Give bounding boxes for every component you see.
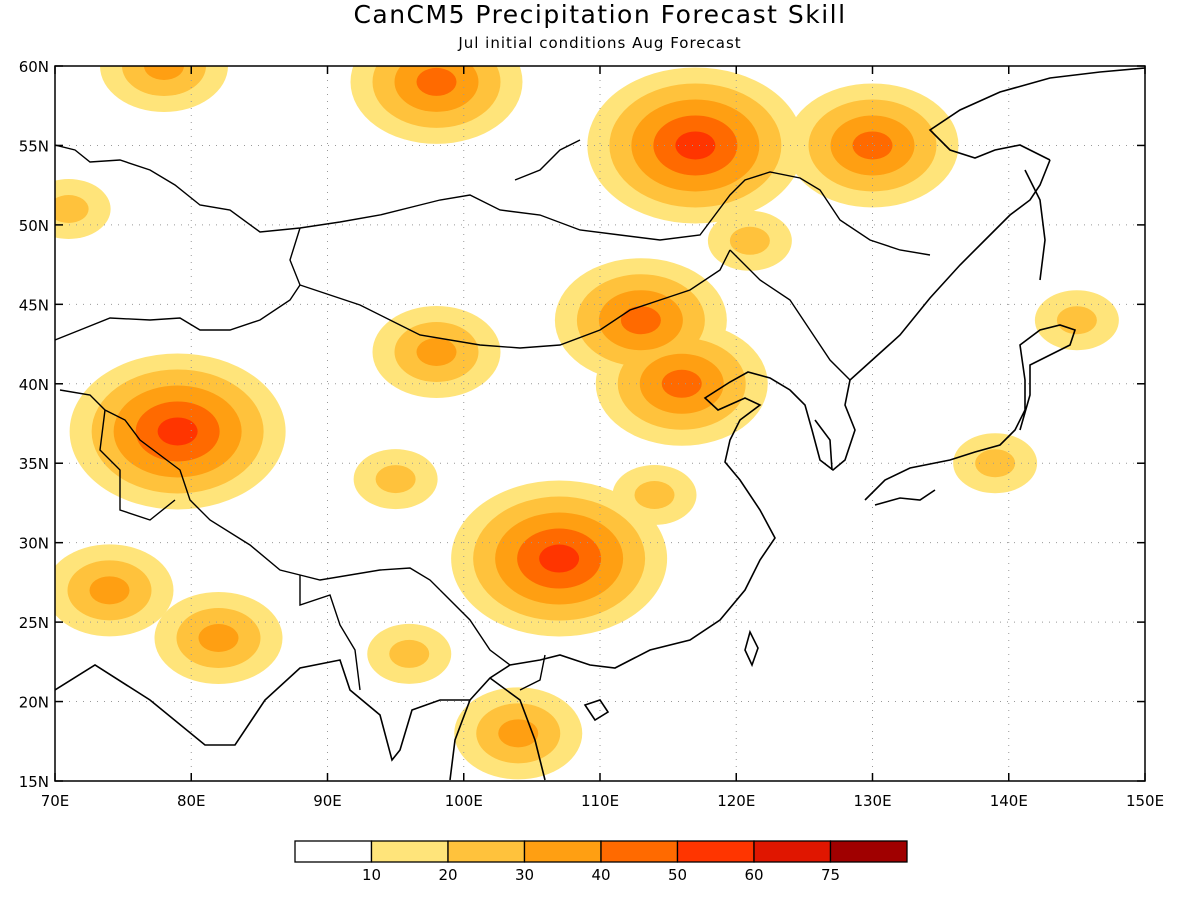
- skill-contour-20: [1056, 306, 1097, 335]
- colorbar-swatch: [523, 840, 602, 863]
- lat-tick-label: 20N: [19, 694, 49, 712]
- colorbar-label: 20: [438, 866, 457, 884]
- colorbar-label: 30: [515, 866, 534, 884]
- skill-contour-20: [634, 481, 675, 509]
- skill-contour-20: [122, 66, 206, 96]
- lon-tick-label: 120E: [717, 792, 755, 810]
- lon-tick-label: 150E: [1126, 792, 1164, 810]
- skill-contour-50: [675, 131, 716, 160]
- lat-tick-label: 50N: [19, 217, 49, 235]
- lat-tick-label: 60N: [19, 58, 49, 76]
- skill-contour-30: [144, 66, 184, 80]
- colorbar-swatch: [676, 840, 755, 863]
- lon-tick-label: 110E: [581, 792, 619, 810]
- colorbar: [294, 840, 908, 863]
- skill-contour-40: [416, 67, 457, 96]
- skill-contour-30: [89, 576, 130, 605]
- colorbar-label: 40: [591, 866, 610, 884]
- axis-ticks: [54, 65, 1146, 782]
- lon-tick-label: 130E: [853, 792, 891, 810]
- lon-tick-labels: 70E 80E 90E 100E 110E 120E 130E 140E 150E: [41, 792, 1164, 810]
- skill-contour-30: [416, 338, 457, 366]
- skill-contour-20: [375, 465, 416, 494]
- colorbar-swatch: [370, 840, 449, 863]
- skill-contour-20: [55, 195, 89, 223]
- colorbar-swatch: [447, 840, 526, 863]
- skill-contour-40: [852, 131, 893, 160]
- colorbar-swatch: [753, 840, 832, 863]
- skill-contour-40: [620, 306, 661, 335]
- chart-subtitle: Jul initial conditions Aug Forecast: [458, 34, 742, 52]
- lat-tick-label: 35N: [19, 455, 49, 473]
- skill-contour-30: [198, 624, 239, 652]
- skill-contour-30: [498, 719, 539, 748]
- lat-tick-labels: 15N 20N 25N 30N 35N 40N 45N 50N 55N 60N: [19, 58, 49, 791]
- lon-tick-label: 70E: [41, 792, 70, 810]
- lon-tick-label: 80E: [177, 792, 206, 810]
- skill-contour-40: [661, 369, 702, 398]
- skill-shading: [55, 66, 1119, 780]
- colorbar-label: 50: [668, 866, 687, 884]
- lon-tick-label: 90E: [313, 792, 342, 810]
- lat-tick-label: 15N: [19, 773, 49, 791]
- coastlines: [55, 67, 1145, 781]
- lat-tick-label: 25N: [19, 614, 49, 632]
- skill-contour-50: [539, 544, 580, 573]
- skill-contour-20: [975, 449, 1016, 478]
- lat-tick-label: 45N: [19, 296, 49, 314]
- lat-tick-label: 30N: [19, 535, 49, 553]
- country-borders: [55, 139, 931, 691]
- colorbar-swatch: [294, 840, 373, 863]
- skill-contour-20: [729, 226, 770, 255]
- colorbar-label: 75: [821, 866, 840, 884]
- lat-tick-label: 55N: [19, 137, 49, 155]
- lon-tick-label: 140E: [990, 792, 1028, 810]
- skill-contour-20: [389, 639, 430, 668]
- colorbar-labels: 10 20 30 40 50 60 75: [362, 866, 840, 884]
- gridlines: [55, 66, 1145, 781]
- skill-contour-50: [157, 417, 198, 446]
- colorbar-swatch: [829, 840, 908, 863]
- chart-title: CanCM5 Precipitation Forecast Skill: [353, 0, 847, 29]
- lat-tick-label: 40N: [19, 376, 49, 394]
- lon-tick-label: 100E: [445, 792, 483, 810]
- colorbar-label: 60: [744, 866, 763, 884]
- colorbar-swatch: [600, 840, 679, 863]
- colorbar-label: 10: [362, 866, 381, 884]
